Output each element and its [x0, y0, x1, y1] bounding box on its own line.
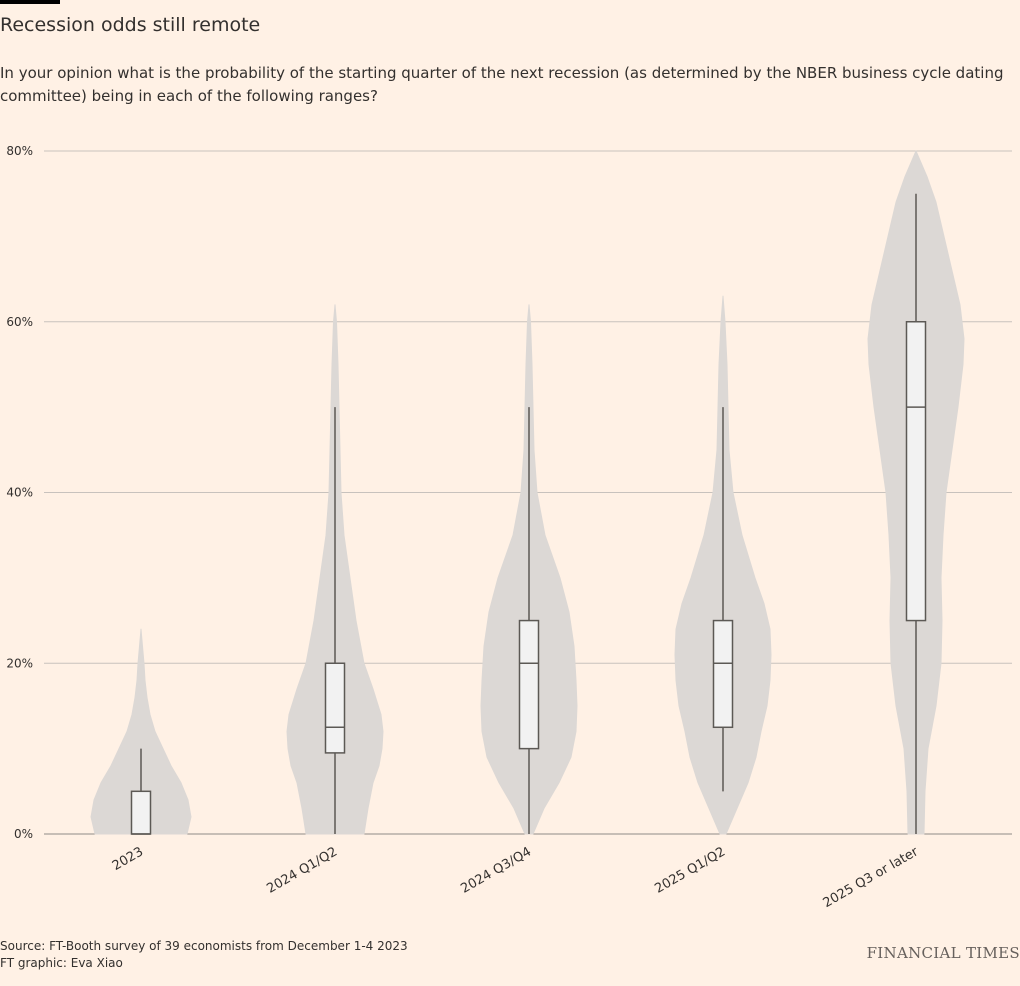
y-tick-label: 20% [6, 656, 33, 670]
y-tick-label: 80% [6, 144, 33, 158]
brand-top-bar [0, 0, 60, 4]
iqr-box [712, 619, 734, 729]
x-tick-label: 2025 Q3 or later [821, 844, 922, 911]
box-layer [130, 193, 927, 835]
chart-subtitle: In your opinion what is the probability … [0, 64, 1004, 105]
x-tick-label: 2023 [110, 844, 146, 874]
violin-chart: 0%20%40%60%80% 2023 2024 Q1/Q2 2024 Q3/Q4 2… [6, 144, 1012, 911]
y-tick-label: 40% [6, 486, 33, 500]
violin-shape [90, 628, 192, 835]
x-tick-label: 2024 Q1/Q2 [264, 844, 340, 896]
x-tick-label: 2024 Q3/Q4 [458, 844, 534, 896]
x-tick-label: 2025 Q1/Q2 [652, 844, 728, 896]
ft-logo-text: FINANCIAL TIMES [866, 944, 1020, 962]
y-tick-label: 0% [14, 827, 33, 841]
iqr-box [130, 790, 152, 835]
iqr-box [905, 321, 927, 622]
source-text: Source: FT-Booth survey of 39 economists… [0, 939, 408, 953]
iqr-box [518, 619, 540, 750]
source-note: Source: FT-Booth survey of 39 economists… [0, 938, 408, 972]
graphic-credit: FT graphic: Eva Xiao [0, 956, 123, 970]
chart-title: Recession odds still remote [0, 14, 261, 36]
iqr-box [324, 662, 346, 754]
axis-layer: 2023 2024 Q1/Q2 2024 Q3/Q4 2025 Q1/Q2 2025 Q… [110, 844, 922, 911]
y-tick-label: 60% [6, 315, 33, 329]
